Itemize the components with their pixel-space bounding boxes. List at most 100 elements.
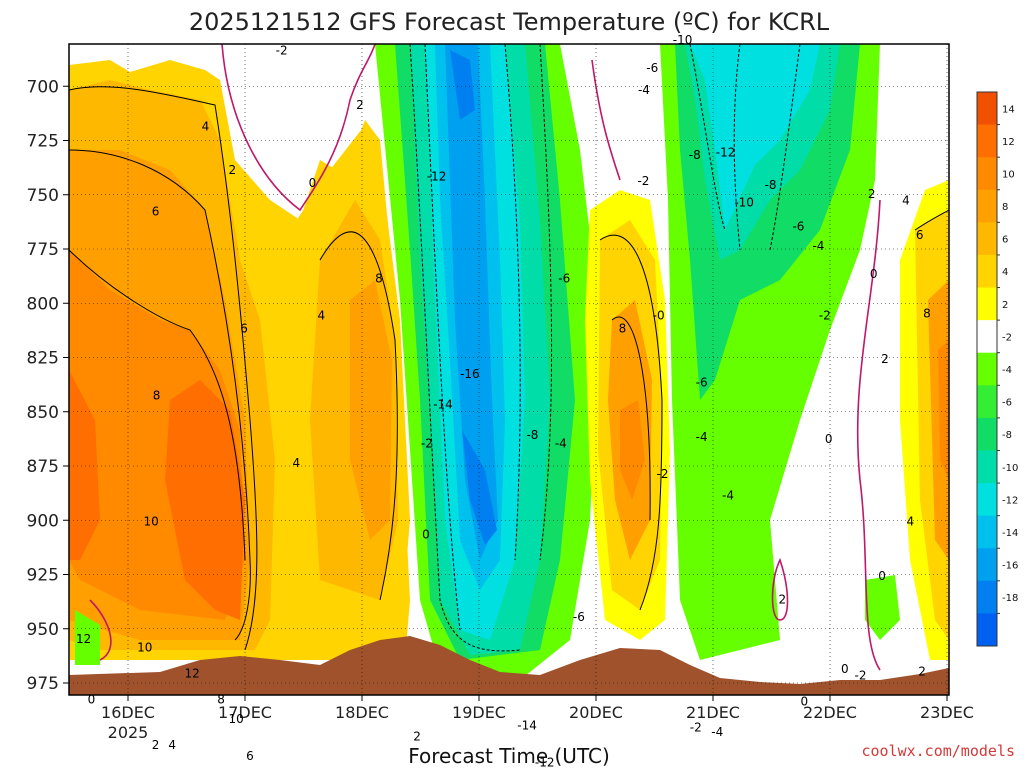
x-tick-label: 17DEC [218, 703, 272, 722]
contour-label: -4 [696, 430, 708, 444]
contour-label: -14 [433, 397, 453, 411]
colorbar-label: -6 [1002, 398, 1012, 409]
contour-label: 12 [76, 632, 91, 646]
contour-label: 6 [240, 321, 248, 335]
contour-label: 8 [619, 321, 627, 335]
contour-label: 2 [152, 738, 160, 752]
colorbar-swatch [977, 515, 997, 549]
contour-label: -2 [819, 308, 831, 322]
warm-zone-orange-3 [69, 370, 245, 620]
x-tick-label: 16DEC [101, 703, 155, 722]
colorbar-swatch [977, 483, 997, 517]
colorbar-swatch [977, 189, 997, 223]
contour-label: 0 [825, 432, 833, 446]
contour-label: 0 [878, 569, 886, 583]
contour-label: 10 [137, 640, 152, 654]
contour-label: -6 [696, 376, 708, 390]
contour-label: -10 [673, 33, 693, 47]
contour-label: 6 [246, 749, 254, 763]
contour-label: -16 [460, 367, 480, 381]
contour-label: 10 [229, 712, 244, 726]
colorbar-label: 4 [1002, 267, 1008, 278]
colorbar-label: -16 [1002, 561, 1018, 572]
terrain [69, 636, 949, 695]
contour-label: 2 [881, 352, 889, 366]
contour-label: -4 [722, 489, 734, 503]
contour-label: 8 [923, 306, 931, 320]
warm-zone-orange-8 [938, 340, 949, 480]
colorbar-swatch [977, 548, 997, 582]
contour-label: 4 [202, 120, 210, 134]
y-tick-label: 900 [27, 511, 59, 531]
contour-label: -4 [638, 83, 650, 97]
zero-isotherms [89, 44, 881, 671]
plot-frame [68, 43, 950, 696]
contour-label: 2 [918, 664, 926, 678]
colorbar-label: -10 [1002, 463, 1018, 474]
x-tick-label: 22DEC [803, 703, 857, 722]
colorbar-label: 6 [1002, 235, 1008, 246]
contour-label: -2 [421, 436, 433, 450]
contour-label: 8 [375, 272, 383, 286]
colorbar-swatch [977, 287, 997, 321]
colorbar-swatch [977, 92, 997, 126]
chart-title: 2025121512 GFS Forecast Temperature (ºC)… [189, 8, 830, 36]
colorbar: 14 12 10 8 6 4 2 -2 -4 -6 -8 -10 -12 -14 -16 -18 [976, 91, 1018, 647]
y-tick-label: 925 [27, 566, 59, 586]
contour-label: -2 [637, 174, 649, 188]
contour-label: -6 [558, 272, 570, 286]
colorbar-label: 10 [1002, 169, 1015, 180]
contour-label: 0 [800, 695, 808, 709]
contour-label: 10 [143, 515, 158, 529]
contour-label: 2 [228, 163, 236, 177]
contour-label: 0 [422, 528, 430, 542]
y-tick-label: 750 [27, 186, 59, 206]
contour-label: -12 [716, 146, 736, 160]
y-tick-label: 950 [27, 620, 59, 640]
contour-label: -2 [690, 721, 702, 735]
colorbar-label: -8 [1002, 430, 1012, 441]
colorbar-swatch [977, 320, 997, 354]
contour-label: 2 [413, 729, 421, 743]
contour-label: -12 [535, 755, 555, 768]
gridlines [69, 44, 949, 695]
x-axis-title: Forecast Time (UTC) [408, 744, 610, 768]
x-tick-label: 19DEC [452, 703, 506, 722]
colorbar-swatch [977, 450, 997, 484]
contour-label: 8 [153, 389, 161, 403]
contour-label: -8 [689, 148, 701, 162]
contour-label: -2 [657, 467, 669, 481]
y-tick-label: 975 [27, 674, 59, 694]
y-axis: 700 725 750 775 800 825 850 875 900 925 950 975 [27, 77, 69, 694]
credit-text: coolwx.com/models [861, 742, 1015, 760]
cold-zone-blue [445, 44, 498, 560]
colorbar-swatch [977, 580, 997, 614]
colorbar-swatch [977, 417, 997, 451]
contour-label: 2 [778, 593, 786, 607]
cold-zone-cyan-2 [690, 44, 820, 230]
x-tick-label: 21DEC [686, 703, 740, 722]
warm-zone-orange-6 [620, 400, 645, 500]
colorbar-label: 2 [1002, 300, 1008, 311]
contour-label: -10 [734, 196, 754, 210]
contour-label: 4 [293, 456, 301, 470]
colorbar-swatch [977, 385, 997, 419]
colorbar-swatch [977, 613, 997, 647]
contour-label: 6 [152, 204, 160, 218]
contour-label: 4 [902, 193, 910, 207]
contour-label: 2 [868, 187, 876, 201]
x-axis: 16DEC 17DEC 18DEC 19DEC 20DEC 21DEC 22DEC 23DEC [101, 695, 974, 722]
temperature-field [69, 44, 949, 695]
contour-label: 2 [356, 98, 364, 112]
y-tick-label: 800 [27, 294, 59, 314]
x-tick-label: 18DEC [335, 703, 389, 722]
y-tick-label: 850 [27, 403, 59, 423]
y-tick-label: 825 [27, 349, 59, 369]
colorbar-swatch [977, 124, 997, 158]
contour-label: -2 [855, 669, 867, 683]
colorbar-swatch [977, 222, 997, 256]
colorbar-swatch [977, 254, 997, 289]
dashed-contours [409, 44, 801, 652]
colorbar-swatch [977, 157, 997, 191]
contour-label: 4 [317, 308, 325, 322]
